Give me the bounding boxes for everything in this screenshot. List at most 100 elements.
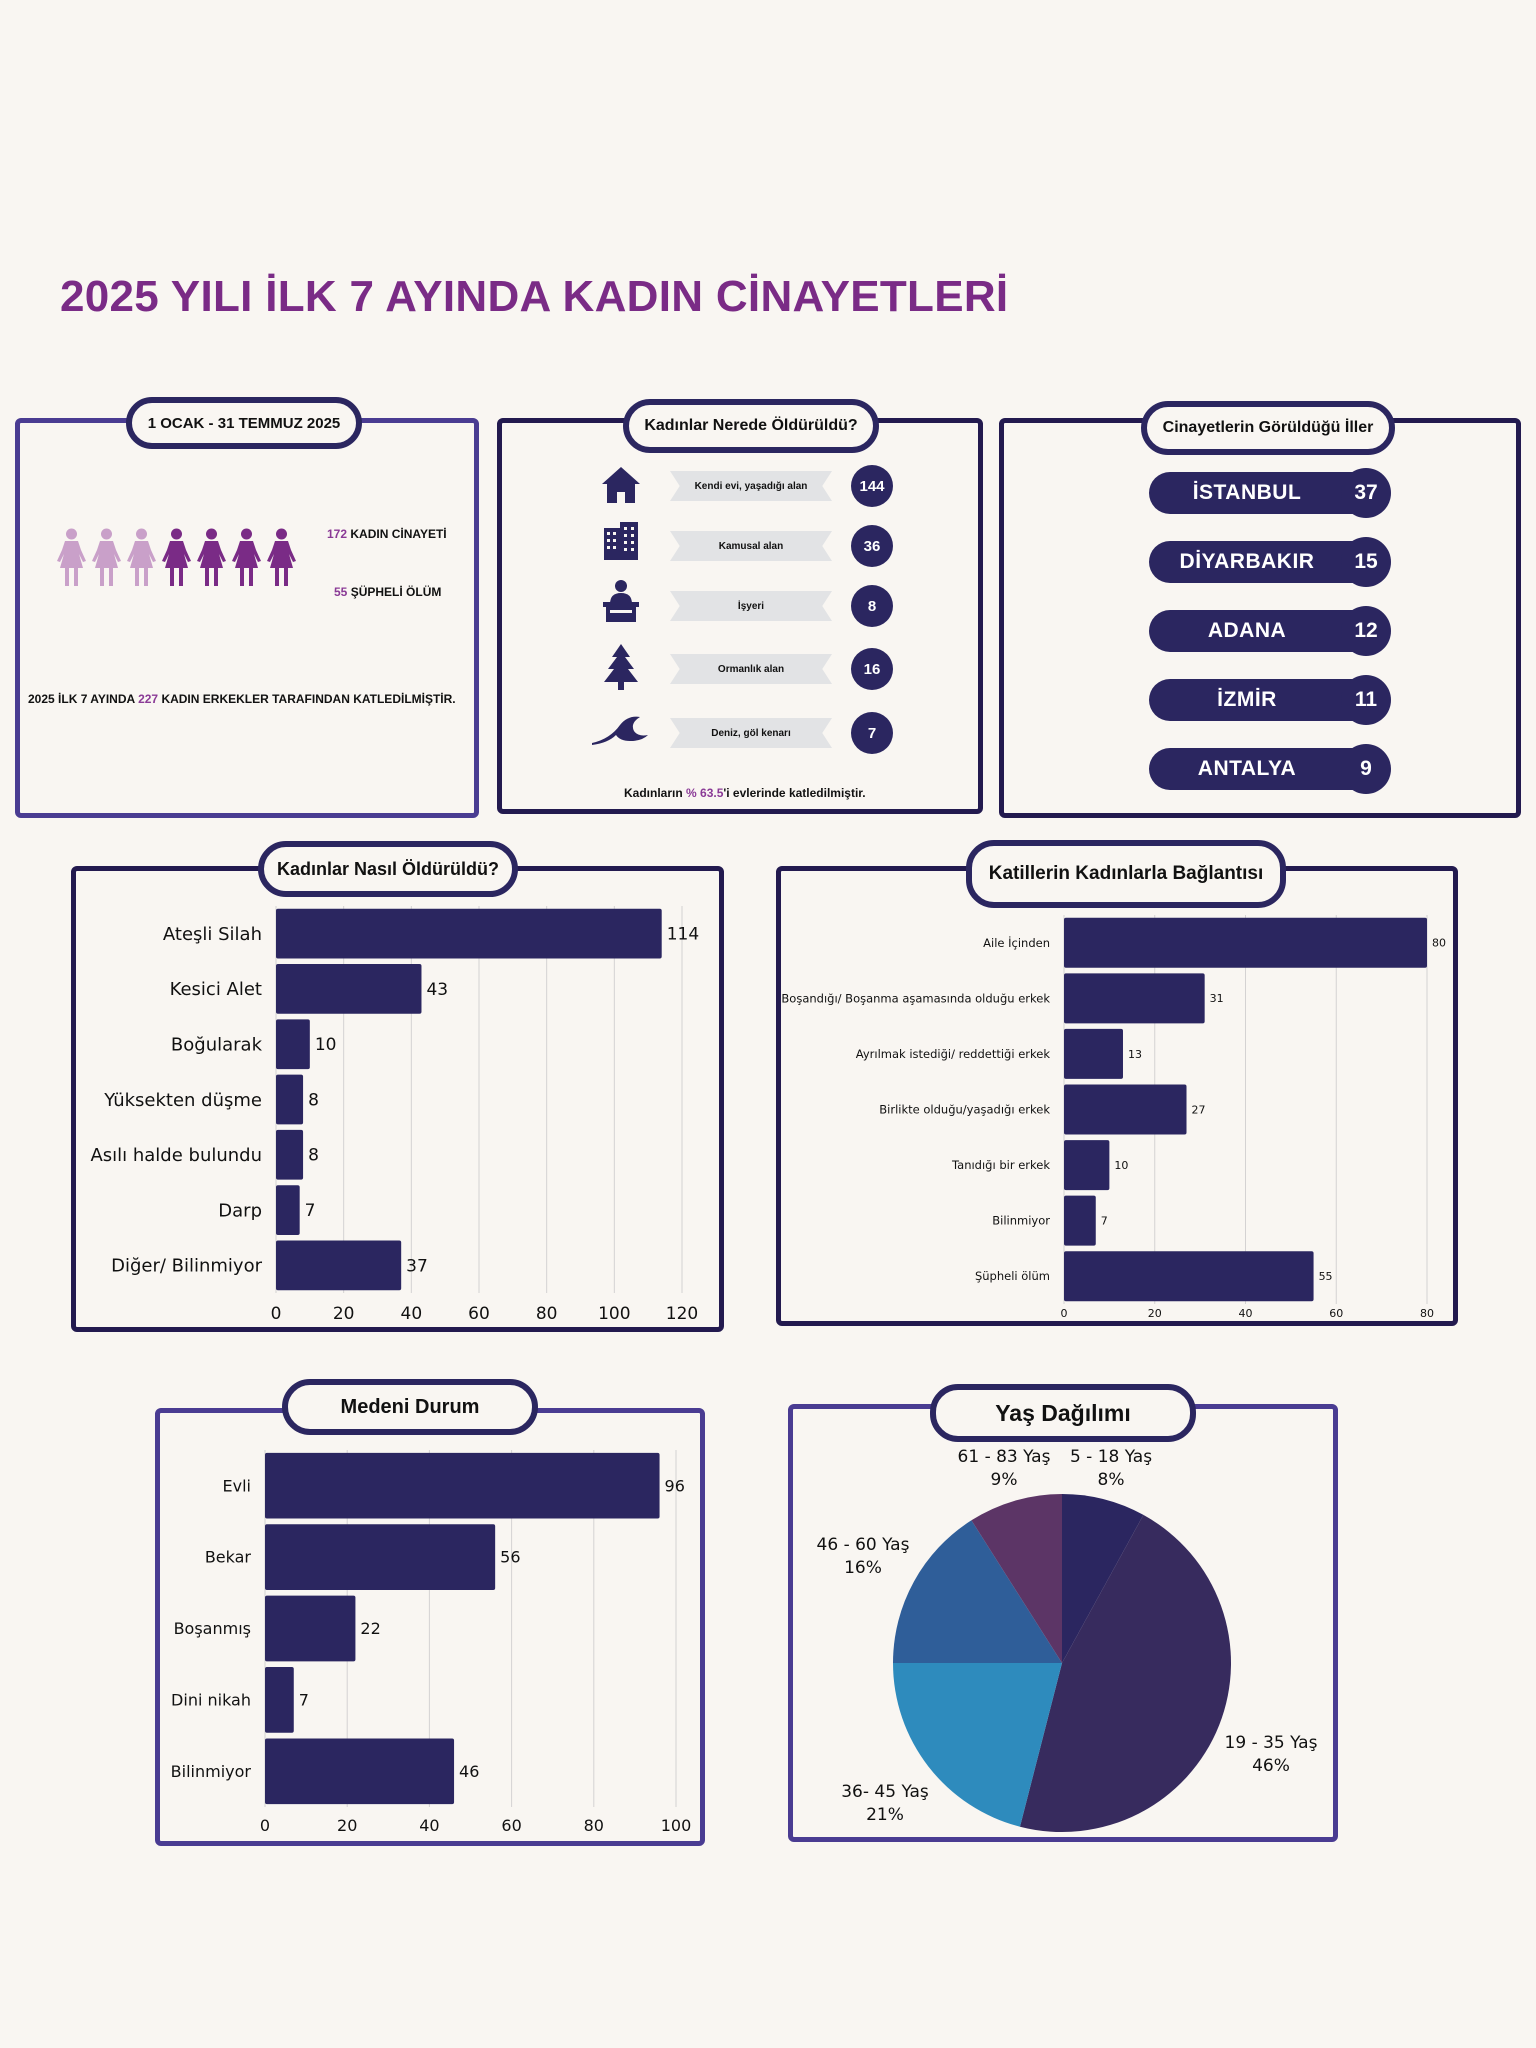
category-label: Bilinmiyor [171, 1762, 252, 1781]
bar [276, 1240, 402, 1291]
relation-chart: 0 20 40 60 80 Aile İçinden 80 Boşandığı/ Boşanm… [782, 915, 1446, 1320]
category-label: Kesici Alet [170, 979, 262, 1000]
house-icon [598, 462, 644, 508]
x-tick-label: 60 [501, 1816, 521, 1835]
category-label: Aile İçinden [983, 935, 1050, 950]
suspicious-count: 55 [334, 585, 348, 599]
category-label: Boşandığı/ Boşanma aşamasında olduğu erk… [782, 991, 1050, 1005]
city-name: İZMİR [1217, 688, 1277, 711]
city-count: 12 [1341, 606, 1391, 656]
bar [276, 1185, 300, 1235]
category-label: Boğularak [171, 1035, 263, 1056]
marital-chart: 0 20 40 60 80 100 Evli 96 Bekar 56 Boşanmış 22 Dini … [171, 1450, 692, 1835]
pie-slice [893, 1520, 1062, 1663]
city-count: 11 [1341, 675, 1391, 725]
category-label: Ayrılmak istediği/ reddettiği erkek [856, 1047, 1051, 1061]
x-tick-label: 40 [401, 1304, 423, 1324]
bar [276, 1129, 304, 1180]
category-label: Boşanmış [174, 1619, 251, 1638]
x-tick-label: 0 [260, 1816, 270, 1835]
pie-slice [971, 1494, 1062, 1663]
value-label: 43 [426, 980, 448, 1000]
bar [265, 1667, 294, 1733]
slice-percent: 46% [1252, 1756, 1290, 1776]
locations-footer-pct: % 63.5 [686, 786, 724, 800]
value-label: 7 [305, 1201, 316, 1221]
methods-title: Kadınlar Nasıl Öldürüldü? [258, 841, 518, 897]
slice-percent: 16% [844, 1558, 882, 1578]
x-tick-label: 0 [1061, 1307, 1068, 1320]
relation-title: Katillerin Kadınlarla Bağlantısı [966, 840, 1286, 908]
x-tick-label: 80 [536, 1304, 558, 1324]
methods-chart: 0 20 40 60 80 100 120 Ateşli Silah 114 Kesici Ale… [90, 906, 699, 1324]
value-label: 56 [500, 1548, 520, 1567]
location-label: Kendi evi, yaşadığı alan [670, 471, 832, 501]
city-name: ANTALYA [1197, 757, 1297, 780]
bar [265, 1595, 356, 1662]
bar [1064, 1251, 1314, 1302]
suspicious-label: ŞÜPHELİ ÖLÜM [350, 585, 442, 599]
value-label: 114 [667, 925, 699, 945]
location-label: Ormanlık alan [670, 654, 832, 684]
value-label: 80 [1432, 937, 1446, 950]
slice-percent: 8% [1098, 1470, 1125, 1490]
murders-stat: 172 KADIN CİNAYETİ [327, 527, 447, 541]
category-label: Birlikte olduğu/yaşadığı erkek [879, 1103, 1050, 1117]
slice-label: 5 - 18 Yaş [1070, 1447, 1152, 1467]
bar [1064, 1084, 1187, 1135]
x-tick-label: 40 [1239, 1307, 1253, 1320]
woman-figure-icon [266, 528, 297, 588]
summary-footer-num: 227 [138, 692, 159, 706]
woman-figure-icon [196, 528, 227, 588]
suspicious-stat: 55 ŞÜPHELİ ÖLÜM [334, 585, 441, 599]
bar [276, 908, 662, 959]
bar [265, 1452, 660, 1519]
location-count: 7 [851, 712, 893, 754]
value-label: 10 [315, 1035, 337, 1055]
value-label: 13 [1128, 1048, 1142, 1061]
locations-title: Kadınlar Nerede Öldürüldü? [623, 399, 879, 453]
location-count: 144 [851, 465, 893, 507]
x-tick-label: 20 [337, 1816, 357, 1835]
murders-label: KADIN CİNAYETİ [350, 527, 447, 541]
city-item: ADANA 12 [1149, 606, 1391, 656]
slice-percent: 21% [866, 1805, 904, 1825]
x-tick-label: 40 [419, 1816, 439, 1835]
category-label: Darp [218, 1200, 262, 1221]
locations-footer: Kadınların % 63.5'i evlerinde katledilmi… [624, 786, 866, 800]
page-title: 2025 YILI İLK 7 AYINDA KADIN CİNAYETLERİ [60, 272, 1009, 321]
locations-footer-post: 'i evlerinde katledilmiştir. [723, 786, 866, 800]
bar [1064, 973, 1205, 1024]
bar [1064, 1140, 1110, 1191]
summary-footer-pre: 2025 İLK 7 AYINDA [28, 692, 135, 706]
slice-percent: 9% [991, 1470, 1018, 1490]
location-count: 36 [851, 525, 893, 567]
city-count: 15 [1341, 537, 1391, 587]
value-label: 96 [665, 1476, 685, 1495]
category-label: Şüpheli ölüm [975, 1269, 1050, 1283]
value-label: 27 [1192, 1103, 1206, 1116]
woman-figure-icon [91, 528, 122, 588]
location-count: 8 [851, 585, 893, 627]
pie-slice [893, 1663, 1062, 1827]
category-label: Dini nikah [171, 1691, 251, 1710]
category-label: Ateşli Silah [163, 924, 262, 945]
x-tick-label: 120 [666, 1304, 698, 1324]
age-chart: 5 - 18 Yaş 8% 19 - 35 Yaş 46% 36- 45 Yaş 21% 4… [817, 1447, 1318, 1832]
summary-footer: 2025 İLK 7 AYINDA 227 KADIN ERKEKLER TAR… [28, 692, 456, 706]
pie-slice [1062, 1494, 1144, 1663]
city-count: 9 [1341, 744, 1391, 794]
x-tick-label: 80 [584, 1816, 604, 1835]
city-item: ANTALYA 9 [1149, 744, 1391, 794]
slice-label: 19 - 35 Yaş [1225, 1733, 1318, 1753]
city-item: DİYARBAKIR 15 [1149, 537, 1391, 587]
x-tick-label: 100 [598, 1304, 630, 1324]
bar [1064, 1028, 1123, 1079]
x-tick-label: 100 [661, 1816, 692, 1835]
value-label: 10 [1114, 1159, 1128, 1172]
category-label: Bilinmiyor [992, 1214, 1050, 1228]
category-label: Yüksekten düşme [103, 1090, 262, 1111]
city-name: ADANA [1207, 619, 1287, 642]
value-label: 37 [406, 1256, 428, 1276]
category-label: Bekar [205, 1548, 252, 1567]
